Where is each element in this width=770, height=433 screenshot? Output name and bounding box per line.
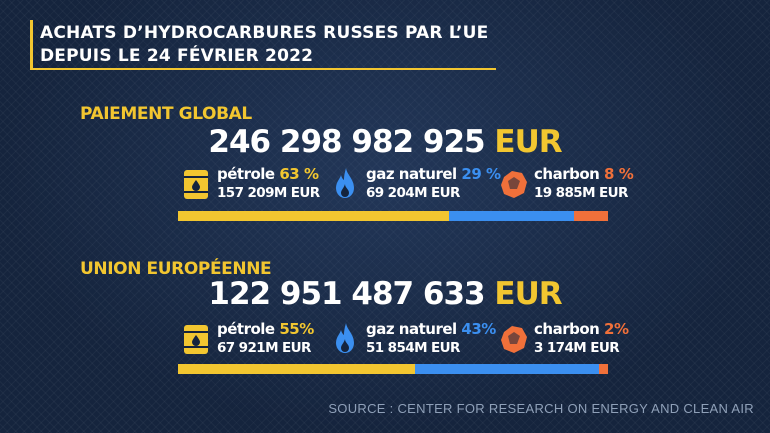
section-title-eu: UNION EUROPÉENNE <box>80 259 272 279</box>
total-global: 246 298 982 925 EUR <box>0 124 770 160</box>
bar-segment-oil <box>178 211 449 221</box>
eu-coal-amount: 3 174M EUR <box>534 340 620 356</box>
oil-barrel-icon <box>183 167 209 201</box>
header-underline <box>30 68 496 70</box>
bar-segment-gas <box>414 364 600 374</box>
eu-gas-name: gaz naturel <box>366 320 457 338</box>
total-eu: 122 951 487 633 EUR <box>0 276 770 312</box>
total-global-currency: EUR <box>494 124 562 160</box>
eu-oil-label: pétrole 55% <box>217 320 314 338</box>
global-coal-amount: 19 885M EUR <box>534 185 628 201</box>
global-stacked-bar <box>178 211 608 221</box>
header-accent-bar <box>30 20 33 68</box>
global-coal-pct: 8 % <box>604 165 634 183</box>
global-oil-amount: 157 209M EUR <box>217 185 320 201</box>
eu-coal-pct: 2% <box>604 320 629 338</box>
eu-coal-name: charbon <box>534 320 600 338</box>
global-gas-amount: 69 204M EUR <box>366 185 460 201</box>
global-gas-name: gaz naturel <box>366 165 457 183</box>
total-global-number: 246 298 982 925 <box>208 124 485 160</box>
eu-oil-pct: 55% <box>279 320 314 338</box>
eu-coal-label: charbon 2% <box>534 320 629 338</box>
eu-gas-label: gaz naturel 43% <box>366 320 496 338</box>
eu-gas-pct: 43% <box>461 320 496 338</box>
eu-oil-amount: 67 921M EUR <box>217 340 311 356</box>
bar-segment-coal <box>599 364 608 374</box>
total-eu-number: 122 951 487 633 <box>208 276 485 312</box>
global-coal-label: charbon 8 % <box>534 165 634 183</box>
eu-gas-amount: 51 854M EUR <box>366 340 460 356</box>
global-gas-pct: 29 % <box>461 165 501 183</box>
global-oil-name: pétrole <box>217 165 275 183</box>
title-line-2: DEPUIS LE 24 FÉVRIER 2022 <box>40 46 314 66</box>
bar-segment-oil <box>178 364 415 374</box>
global-gas-label: gaz naturel 29 % <box>366 165 501 183</box>
eu-stacked-bar <box>178 364 608 374</box>
bar-segment-gas <box>448 211 574 221</box>
source-credit: SOURCE : CENTER FOR RESEARCH ON ENERGY A… <box>328 401 754 416</box>
coal-icon <box>500 322 527 356</box>
global-oil-label: pétrole 63 % <box>217 165 319 183</box>
gas-flame-icon <box>332 322 358 356</box>
eu-oil-name: pétrole <box>217 320 275 338</box>
bar-segment-coal <box>573 211 608 221</box>
title-line-1: ACHATS D’HYDROCARBURES RUSSES PAR L’UE <box>40 23 489 43</box>
total-eu-currency: EUR <box>494 276 562 312</box>
oil-barrel-icon <box>183 322 209 356</box>
gas-flame-icon <box>332 167 358 201</box>
coal-icon <box>500 167 527 201</box>
header: ACHATS D’HYDROCARBURES RUSSES PAR L’UE D… <box>0 20 496 70</box>
section-title-global: PAIEMENT GLOBAL <box>80 104 252 124</box>
global-oil-pct: 63 % <box>279 165 319 183</box>
global-coal-name: charbon <box>534 165 600 183</box>
